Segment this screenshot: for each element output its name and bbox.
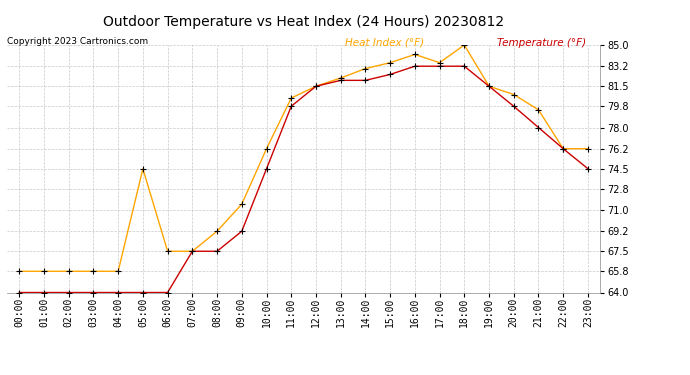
Text: Heat Index (°F): Heat Index (°F) xyxy=(345,38,424,48)
Text: Copyright 2023 Cartronics.com: Copyright 2023 Cartronics.com xyxy=(7,38,148,46)
Text: Temperature (°F): Temperature (°F) xyxy=(497,38,586,48)
Text: Outdoor Temperature vs Heat Index (24 Hours) 20230812: Outdoor Temperature vs Heat Index (24 Ho… xyxy=(103,15,504,29)
